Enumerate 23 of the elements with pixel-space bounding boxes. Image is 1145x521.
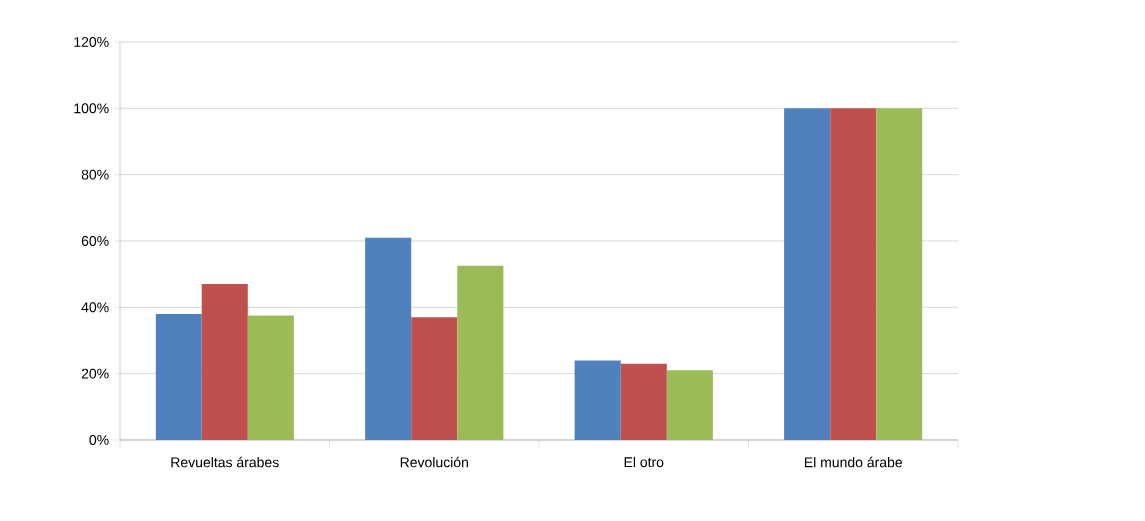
y-tick-label: 100%: [74, 103, 109, 114]
y-tick-label: 0%: [89, 435, 109, 445]
bar: [620, 363, 667, 440]
x-tick-label: Revueltas árabes: [171, 456, 279, 468]
y-tick-label: 40%: [81, 302, 109, 313]
bar: [574, 360, 621, 440]
y-tick-label: 120%: [74, 37, 109, 47]
bar: [411, 317, 458, 440]
x-tick-label: Revolución: [400, 456, 468, 468]
bar: [365, 237, 412, 440]
y-tick-label: 60%: [81, 236, 109, 246]
bar: [155, 313, 202, 440]
x-tick-label: El otro: [624, 456, 664, 468]
bar: [457, 265, 504, 440]
bar: [666, 370, 713, 440]
bar: [201, 284, 248, 440]
bar: [784, 108, 831, 440]
y-tick-label: 80%: [81, 169, 109, 180]
bar: [830, 108, 877, 440]
bar: [247, 315, 294, 440]
y-tick-label: 20%: [81, 368, 109, 379]
x-tick-label: El mundo árabe: [804, 456, 903, 468]
bar: [876, 108, 923, 440]
